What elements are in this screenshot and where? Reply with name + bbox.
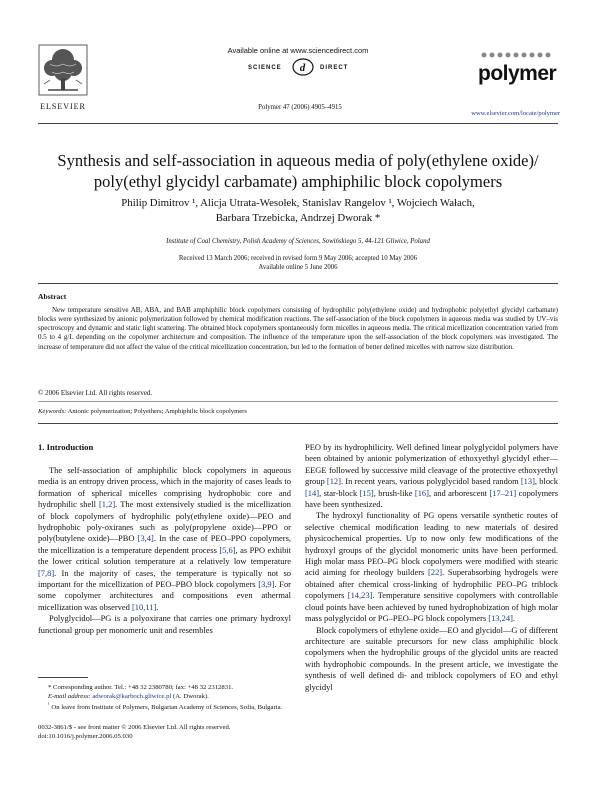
abstract-body: New temperature sensitive AB, ABA, and B… [38, 306, 558, 351]
intro-paragraph-1: The self-association of amphiphilic bloc… [38, 465, 291, 613]
text-run: , star-block [319, 487, 360, 498]
author-line-1: Philip Dimitrov ¹, Alicja Utrata-Wesołek… [121, 197, 475, 209]
text-run: . In the case of PEO–PPO copolymers, the… [38, 533, 291, 555]
received-dates: Received 13 March 2006; received in revi… [178, 255, 418, 262]
affiliation-footnote: ¹ On leave from Institute of Polymers, B… [38, 701, 291, 713]
elsevier-tree-icon [38, 44, 88, 96]
citation-link[interactable]: [14,23] [347, 590, 373, 601]
section-heading: 1. Introduction [38, 442, 94, 452]
text-run: PEO by its hydrophilicity. Well defined … [305, 442, 558, 487]
text-run: , and arborescent [428, 487, 490, 498]
header-divider [38, 123, 558, 124]
email-note: E-mail address: adworak@karboch.gliwice.… [38, 693, 291, 702]
author-email-link[interactable]: adworak@karboch.gliwice.pl [92, 692, 172, 700]
email-label: E-mail address: [48, 692, 91, 700]
text-run: . In recent years, various polyglycidol … [340, 476, 521, 487]
article-history: Received 13 March 2006; received in revi… [40, 254, 556, 272]
citation-link[interactable]: [7,8] [38, 567, 55, 578]
text-run: . In the majority of cases, the temperat… [38, 567, 291, 590]
text-run: . For some copolymer architectures and c… [38, 579, 291, 612]
affiliation-footnote-text: On leave from Institute of Polymers, Bul… [51, 704, 283, 712]
text-run: , as PPO exhibit the lower critical solu… [38, 544, 291, 567]
citation-link[interactable]: [13,24] [488, 613, 513, 624]
journal-reference: Polymer 47 (2006) 4905–4915 [258, 104, 342, 111]
abstract-top-divider [38, 283, 558, 284]
svg-text:d: d [300, 62, 307, 74]
text-run: copolymers have been synthesized. [305, 487, 558, 510]
right-column: PEO by its hydrophilicity. Well defined … [305, 442, 558, 693]
abstract-bottom-divider [38, 423, 558, 424]
text-run: . Superabsorbing hydrogels were obtained… [305, 567, 558, 601]
citation-link[interactable]: [12] [326, 476, 341, 487]
corresponding-author-note: * Corresponding author. Tel.: +48 32 238… [48, 684, 234, 691]
journal-url-link[interactable]: www.elsevier.com/locate/polymer [471, 110, 560, 117]
keywords-label: Keywords: [38, 408, 67, 415]
doi-line: doi:10.1016/j.polymer.2006.05.030 [38, 732, 133, 740]
citation-link[interactable]: [10,11] [131, 601, 157, 612]
intro-paragraph-4: Block copolymers of ethylene oxide—EO an… [305, 624, 558, 692]
publisher-name: ELSEVIER [40, 102, 86, 111]
citation-link[interactable]: [3,9] [258, 579, 275, 590]
left-column: The self-association of amphiphilic bloc… [38, 465, 291, 636]
citation-link[interactable]: [13] [520, 476, 535, 487]
abstract-heading: Abstract [38, 292, 67, 301]
front-matter: 0032-3861/$ - see front matter © 2006 El… [38, 724, 291, 741]
citation-link[interactable]: [5,6] [219, 544, 236, 555]
text-run: . [156, 601, 159, 612]
text-run: , block [534, 476, 558, 487]
intro-paragraph-2-continued: PEO by its hydrophilicity. Well defined … [305, 442, 558, 510]
issn-line: 0032-3861/$ - see front matter © 2006 El… [38, 724, 231, 731]
text-run: . The most extensively studied is the mi… [38, 499, 291, 544]
paper-title: Synthesis and self-association in aqueou… [40, 150, 556, 192]
footnotes: * Corresponding author. Tel.: +48 32 238… [38, 684, 291, 713]
keywords-list: Anionic polymerization; Polyethers; Amph… [67, 408, 247, 415]
text-run: The self-association of amphiphilic bloc… [38, 465, 291, 510]
intro-paragraph-3: The hydroxyl functionality of PG opens v… [305, 510, 558, 624]
text-run: The hydroxyl functionality of PG opens v… [305, 510, 558, 578]
footnote-divider [38, 677, 88, 678]
journal-name: polymer [478, 62, 557, 85]
sciencedirect-logo: SCIENCE d DIRECT [248, 58, 358, 76]
abstract-copyright: © 2006 Elsevier Ltd. All rights reserved… [38, 389, 153, 397]
citation-link[interactable]: [14] [305, 487, 320, 498]
sciencedirect-at-icon: d [292, 58, 314, 76]
polymer-molecule-icon [481, 52, 551, 58]
footnote-marker: ¹ [48, 702, 50, 709]
citation-link[interactable]: [17–21] [489, 487, 517, 498]
keywords: Keywords: Anionic polymerization; Polyet… [38, 408, 247, 415]
keywords-divider [38, 401, 558, 402]
citation-link[interactable]: [16] [414, 487, 429, 498]
sciencedirect-right-text: DIRECT [320, 65, 349, 71]
online-date: Available online 5 June 2006 [258, 264, 338, 271]
elsevier-logo: ELSEVIER [38, 44, 88, 111]
citation-link[interactable]: [3,4] [137, 533, 154, 544]
text-run: . Temperature sensitive copolymers with … [305, 590, 558, 624]
text-run: . [512, 613, 515, 624]
affiliation: Institute of Coal Chemistry, Polish Acad… [166, 238, 430, 245]
paper-title-line-1: Synthesis and self-association in aqueou… [57, 151, 539, 170]
citation-link[interactable]: [15] [359, 487, 374, 498]
paper-title-line-2: poly(ethyl glycidyl carbamate) amphiphil… [93, 172, 503, 191]
sciencedirect-availability: Available online at www.sciencedirect.co… [227, 46, 369, 55]
intro-paragraph-2: Polyglycidol—PG is a polyoxirane that ca… [38, 613, 291, 635]
citation-link[interactable]: [22] [428, 567, 443, 578]
citation-link[interactable]: [1,2] [99, 499, 116, 510]
text-run: , brush-like [373, 487, 415, 498]
author-line-2: Barbara Trzebicka, Andrzej Dworak * [215, 212, 381, 224]
email-suffix: (A. Dworak). [171, 692, 209, 700]
sciencedirect-left-text: SCIENCE [248, 65, 282, 71]
author-list: Philip Dimitrov ¹, Alicja Utrata-Wesołek… [40, 196, 556, 226]
